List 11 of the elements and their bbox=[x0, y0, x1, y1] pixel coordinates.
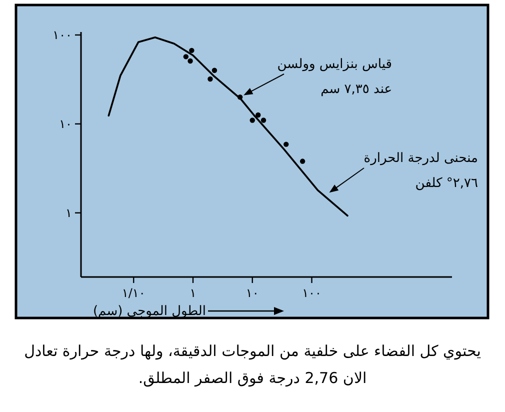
annotation: منحنى لدرجة الحرارة ٢,٧٦° كلفن bbox=[364, 151, 478, 191]
x-tick-label: ١/١٠ bbox=[122, 286, 146, 300]
x-tick-label: ١٠ bbox=[246, 286, 259, 300]
x-tick-label: ١ bbox=[190, 286, 196, 300]
y-tick-label: ١ bbox=[66, 206, 72, 220]
y-tick-label: ١٠٠ bbox=[52, 28, 72, 42]
x-tick-label: ١٠٠ bbox=[302, 286, 322, 300]
y-tick-label: ١٠ bbox=[59, 116, 72, 131]
text: يحتوي كل الفضاء على خلفية من الموجات الدقيقة، ولها درجة حرارة تعادل الان 2,76 درجة فوق الصفر المطلق. bbox=[23, 341, 482, 389]
annotation: قياس بنزايس وولسن عند ٧,٣٥ سم bbox=[277, 57, 392, 97]
x-axis-title: الطول الموجي (سم) bbox=[92, 304, 206, 319]
